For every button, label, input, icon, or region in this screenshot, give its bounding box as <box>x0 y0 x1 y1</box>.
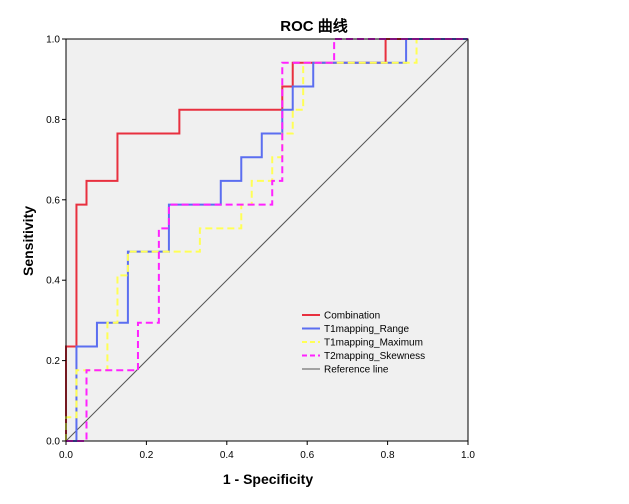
y-tick-label: 0.8 <box>46 115 60 126</box>
x-tick-label: 0.4 <box>220 450 234 461</box>
y-tick-label: 0.2 <box>46 356 60 367</box>
x-tick-label: 1.0 <box>461 450 475 461</box>
legend: Combination T1mapping_Range T1mapping_Maxi… <box>302 311 425 376</box>
x-axis-title: 1 - Specificity <box>223 471 313 487</box>
x-tick-label: 0.0 <box>59 450 73 461</box>
series-line-t1mapping-range <box>66 38 468 442</box>
legend-label: Combination <box>324 311 380 322</box>
x-tick-label: 0.8 <box>381 450 395 461</box>
y-tick-label: 0.0 <box>46 437 60 448</box>
x-tick-label: 0.6 <box>300 450 314 461</box>
plot-frame <box>65 38 469 442</box>
x-tick-label: 0.2 <box>139 450 153 461</box>
axis-ticks: 0.0 0.2 0.4 0.6 0.8 1.0 0.0 0.2 0.4 0.6 0.8 1.0 <box>46 35 475 462</box>
y-tick-label: 0.4 <box>46 276 60 287</box>
series-line-reference-line <box>65 38 469 442</box>
legend-label: Reference line <box>324 365 389 376</box>
series-layer <box>65 38 469 442</box>
series-line-t2mapping-skewness <box>66 38 468 442</box>
legend-label: T2mapping_Skewness <box>324 351 425 362</box>
chart-title: ROC 曲线 <box>280 17 348 35</box>
y-tick-label: 1.0 <box>46 35 60 46</box>
y-tick-label: 0.6 <box>46 195 60 206</box>
legend-label: T1mapping_Range <box>324 324 409 335</box>
legend-label: T1mapping_Maximum <box>324 338 423 349</box>
y-axis-title: Sensitivity <box>20 206 36 276</box>
